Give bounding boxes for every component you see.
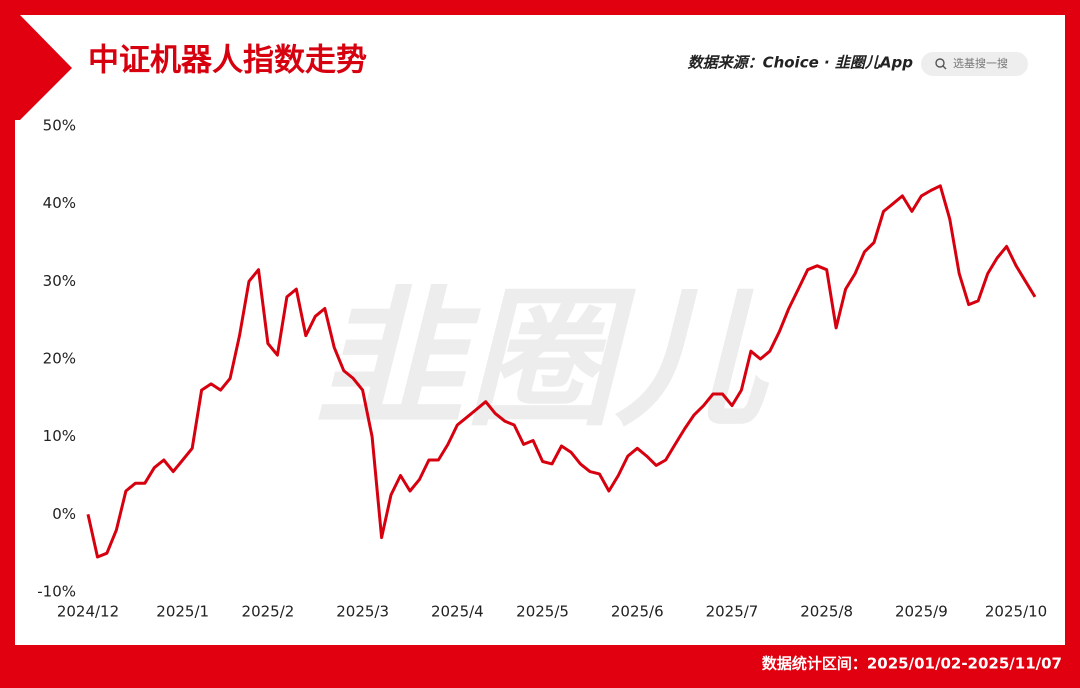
source: 数据来源：Choice · 韭圈儿App [688,54,914,72]
x-tick-label: 2025/4 [431,603,484,621]
chart-title: 中证机器人指数走势 [88,43,367,79]
x-tick-label: 2025/6 [611,603,664,621]
x-tick-label: 2025/10 [985,603,1047,621]
watermark: 韭圈儿 [315,273,770,447]
x-tick-label: 2025/1 [156,603,209,621]
y-tick-label: 20% [43,350,76,368]
y-tick-label: 40% [43,194,76,212]
y-tick-label: 30% [43,272,76,290]
x-tick-label: 2025/9 [895,603,948,621]
x-tick-label: 2025/5 [516,603,569,621]
corner-arrow [15,15,72,120]
y-tick-label: 0% [52,505,76,523]
search-icon [935,58,945,68]
search-icon [942,65,947,70]
search-box[interactable] [921,52,1028,76]
x-tick-label: 2025/8 [800,603,853,621]
y-tick-label: -10% [37,583,76,601]
y-tick-label: 10% [43,427,76,445]
panel [15,15,1065,645]
footnote: 数据统计区间：2025/01/02-2025/11/07 [762,655,1062,673]
x-tick-label: 2025/3 [336,603,389,621]
line-series [86,184,1037,559]
x-tick-label: 2025/7 [706,603,759,621]
y-tick-label: 50% [43,117,76,135]
search-placeholder: 选基搜一搜 [953,56,1008,70]
x-tick-label: 2024/12 [57,603,119,621]
x-tick-label: 2025/2 [242,603,295,621]
